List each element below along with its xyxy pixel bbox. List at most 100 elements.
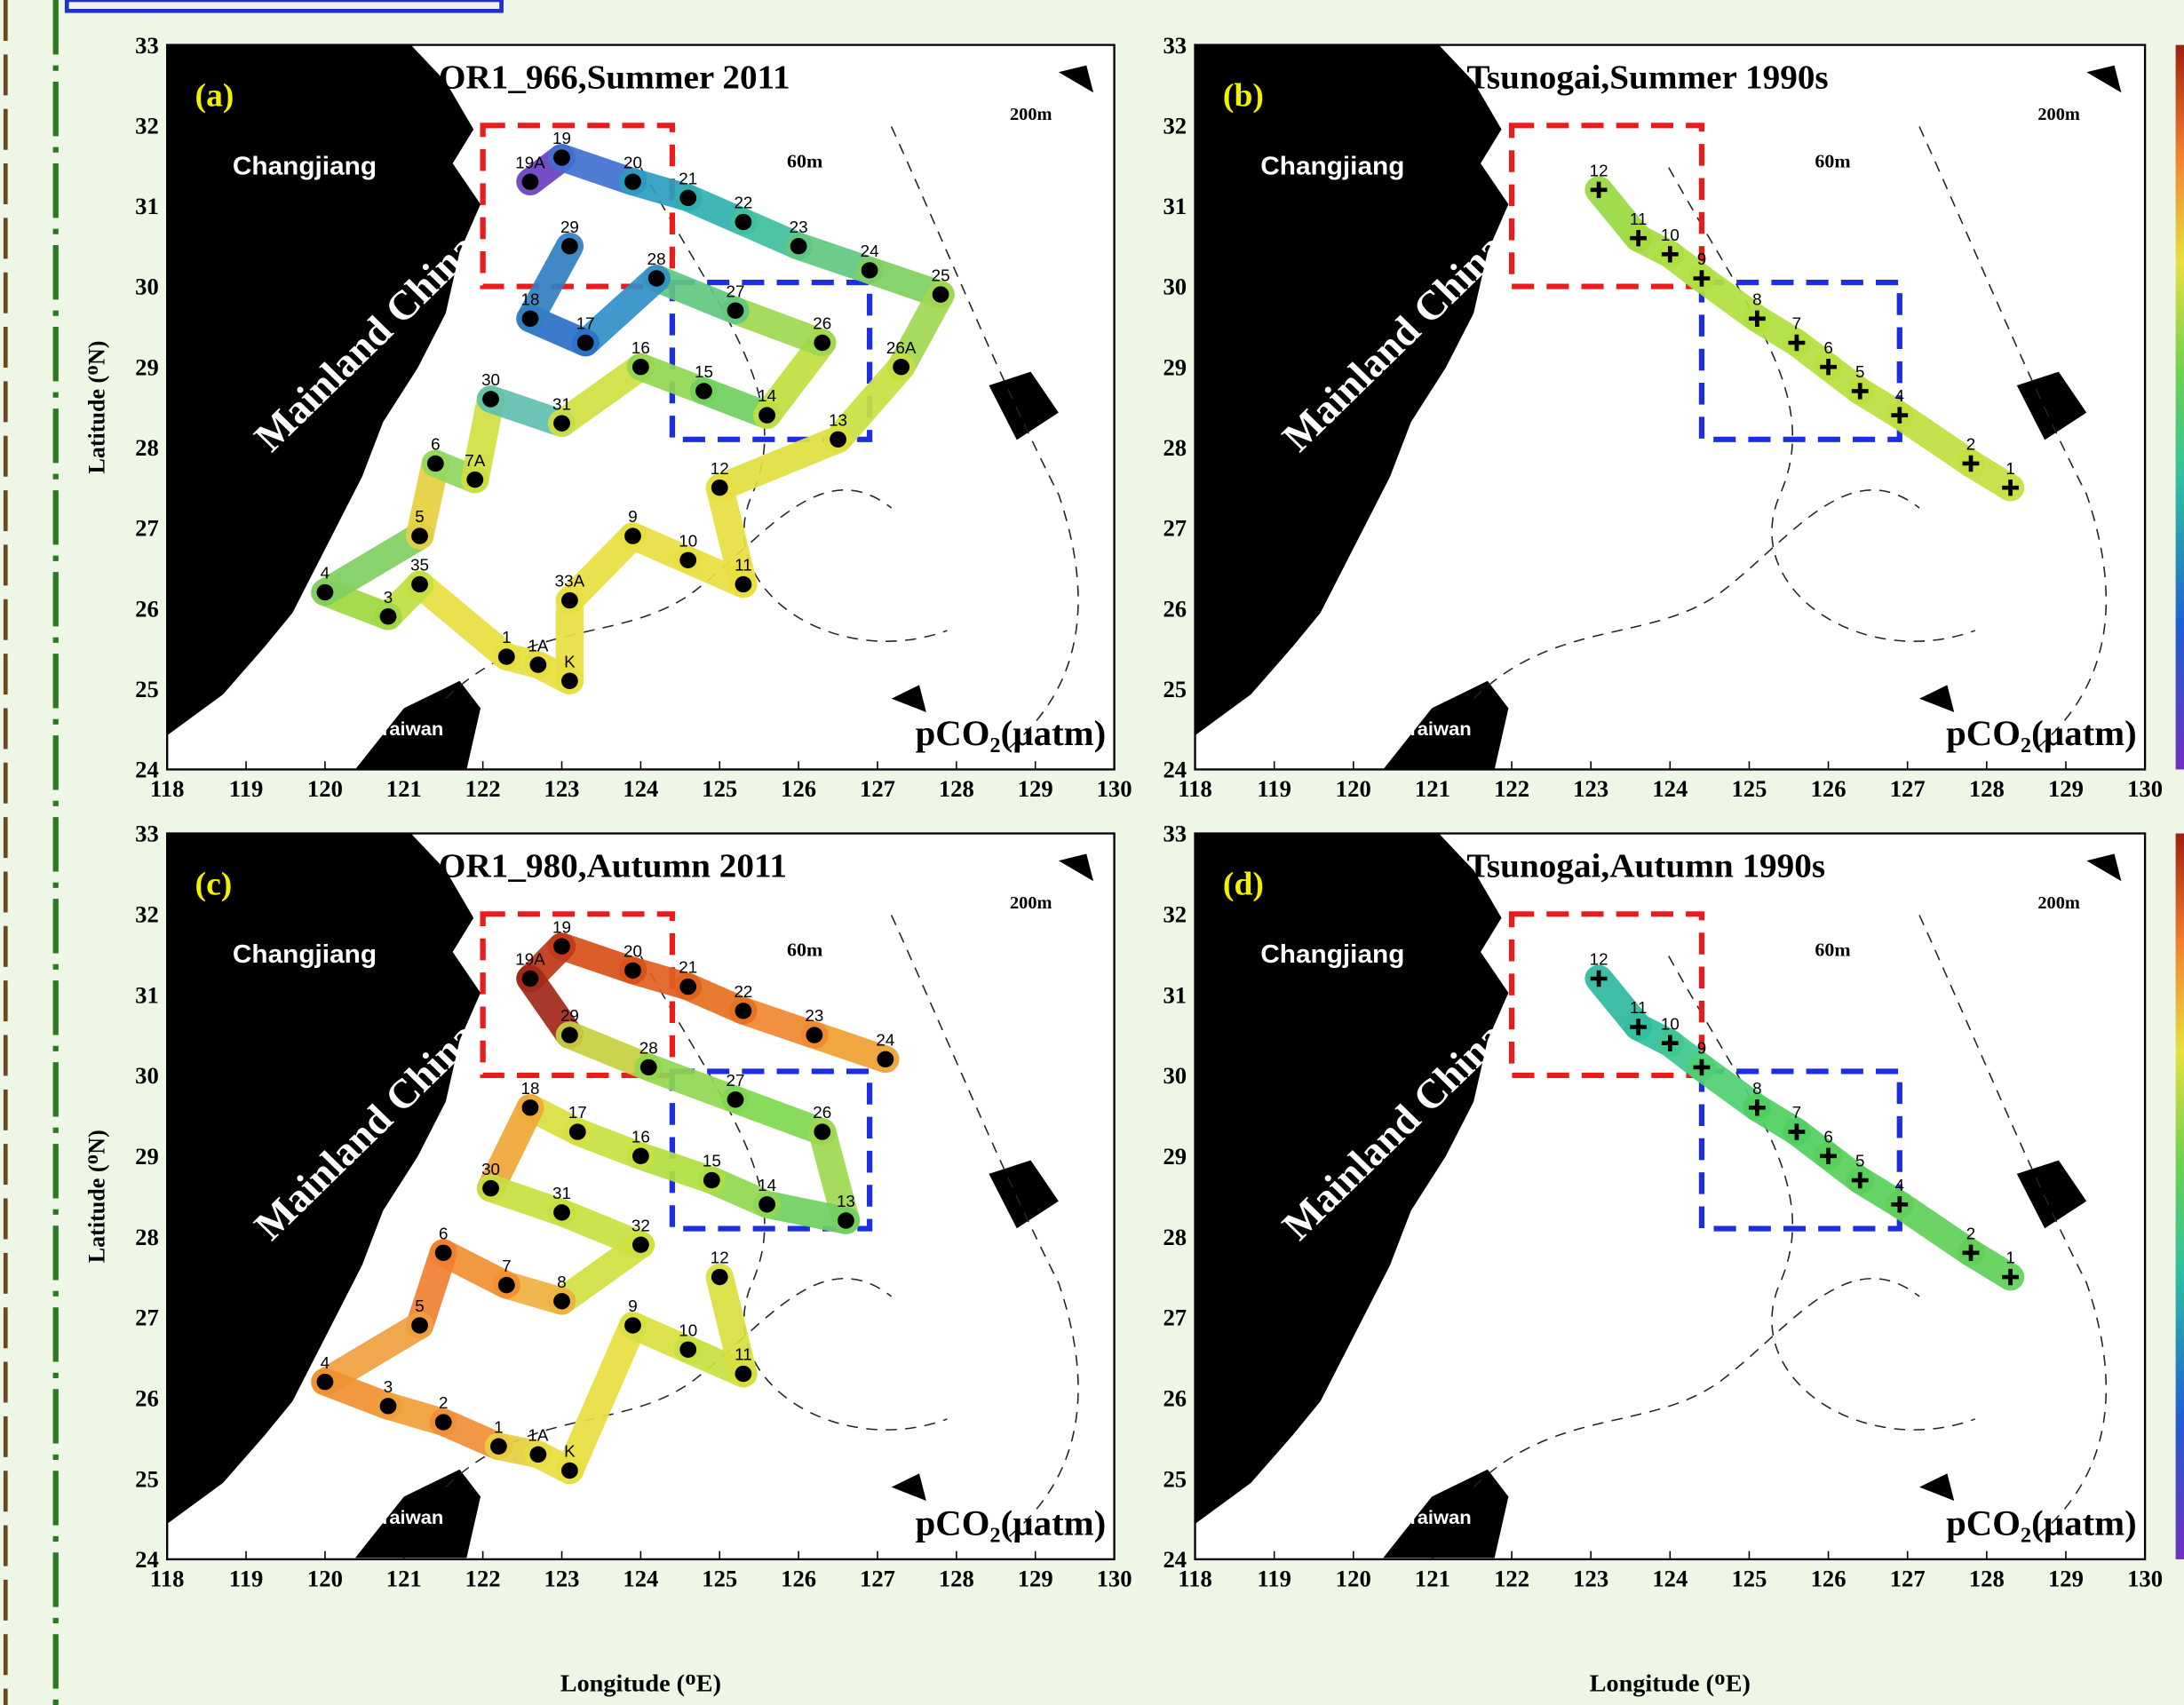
- station-marker: [1590, 970, 1608, 987]
- station-label: 22: [734, 194, 752, 212]
- station-label: 22: [734, 982, 752, 1001]
- track-segment: [1957, 449, 2025, 502]
- station-marker: [1962, 455, 1980, 472]
- y-tick-label: 26: [1163, 1386, 1187, 1412]
- station-label: 30: [481, 1160, 500, 1178]
- station-label: 11: [735, 1345, 752, 1364]
- panel-title: OR1_980,Autumn 2011: [439, 847, 787, 885]
- x-tick-label: 128: [939, 776, 974, 802]
- x-tick-label: 126: [1811, 1566, 1846, 1592]
- track-segment: [555, 522, 647, 615]
- y-tick-label: 24: [135, 757, 159, 783]
- station-label: 16: [631, 1128, 650, 1146]
- track-segment: [823, 353, 916, 454]
- station-marker: [497, 1276, 515, 1294]
- place-label: Changjiang: [233, 940, 377, 970]
- station-label: 27: [727, 282, 745, 301]
- station-marker: [379, 608, 397, 625]
- station-marker: [790, 238, 807, 255]
- station-label: 1A: [528, 636, 549, 654]
- station-label: 19A: [515, 154, 545, 172]
- station-label: 7: [1792, 314, 1801, 333]
- station-marker: [466, 471, 484, 488]
- y-tick-label: 30: [1163, 1063, 1187, 1089]
- y-tick-label: 26: [135, 597, 159, 623]
- station-marker: [703, 1171, 720, 1189]
- station-marker: [497, 648, 515, 665]
- station-label: 18: [521, 1079, 540, 1098]
- station-label: 4: [321, 1353, 330, 1372]
- station-marker: [411, 575, 428, 593]
- station-label: 19: [552, 918, 571, 937]
- station-label: 11: [1630, 210, 1648, 228]
- x-tick-label: 123: [1573, 1566, 1608, 1592]
- station-marker: [711, 479, 728, 496]
- station-marker: [631, 1236, 649, 1253]
- station-marker: [434, 1244, 452, 1261]
- x-tick-label: 119: [229, 1566, 264, 1592]
- y-tick-label: 30: [135, 274, 159, 300]
- station-label: 12: [711, 459, 729, 478]
- place-label: 60m: [1815, 151, 1850, 172]
- station-marker: [521, 173, 539, 190]
- station-label: 19: [552, 129, 571, 147]
- x-tick-label: 124: [1652, 1566, 1688, 1592]
- station-label: 5: [1855, 362, 1864, 381]
- station-marker: [490, 1438, 507, 1455]
- station-marker: [2002, 479, 2019, 496]
- x-tick-label: 121: [1415, 776, 1450, 802]
- x-tick-label: 122: [1494, 1566, 1529, 1592]
- place-label: Taiwan: [1407, 718, 1472, 740]
- station-label: 7: [502, 1257, 511, 1275]
- x-tick-label: 121: [386, 776, 422, 802]
- y-tick-label: 33: [1163, 821, 1187, 847]
- y-tick-label: 31: [1163, 194, 1187, 219]
- x-tick-label: 120: [1336, 1566, 1371, 1592]
- station-marker: [679, 189, 697, 207]
- station-marker: [679, 978, 697, 995]
- x-tick-label: 130: [1097, 776, 1132, 802]
- x-tick-label: 130: [2127, 776, 2163, 802]
- station-marker: [624, 962, 641, 979]
- unit-label: pCO₂(µatm): [916, 713, 1107, 752]
- station-marker: [624, 527, 641, 544]
- station-marker: [411, 1317, 428, 1334]
- station-marker: [639, 1059, 657, 1076]
- station-label: 25: [932, 266, 950, 284]
- station-marker: [893, 359, 910, 376]
- station-label: 21: [679, 958, 697, 977]
- station-label: 35: [410, 556, 429, 575]
- station-label: 12: [1590, 950, 1608, 969]
- station-marker: [1630, 229, 1648, 247]
- y-tick-label: 29: [135, 1144, 159, 1170]
- panel-title: OR1_966,Summer 2011: [439, 59, 790, 97]
- place-label: Changjiang: [1260, 940, 1404, 970]
- station-marker: [1851, 383, 1869, 400]
- station-label: 29: [560, 1006, 579, 1025]
- station-marker: [482, 1179, 499, 1197]
- station-marker: [1590, 181, 1608, 198]
- station-label: 20: [623, 154, 642, 172]
- station-marker: [735, 575, 752, 593]
- station-label: 31: [552, 1184, 571, 1202]
- station-marker: [1891, 1196, 1909, 1213]
- station-marker: [814, 334, 831, 352]
- x-axis-title: Longitude (ᴼE): [560, 1670, 721, 1698]
- station-marker: [758, 407, 775, 424]
- x-tick-label: 126: [781, 1566, 816, 1592]
- x-tick-label: 128: [939, 1566, 974, 1592]
- track-segment: [555, 1021, 663, 1082]
- station-label: 13: [837, 1192, 855, 1210]
- station-label: 27: [727, 1071, 745, 1090]
- x-tick-label: 123: [544, 1566, 580, 1592]
- station-label: 12: [1590, 162, 1608, 180]
- station-label: 9: [1697, 1039, 1706, 1058]
- station-label: 28: [647, 250, 666, 268]
- station-marker: [1661, 1035, 1679, 1051]
- y-tick-label: 25: [1163, 677, 1187, 702]
- y-tick-label: 24: [1163, 757, 1187, 783]
- colorbar: [2175, 44, 2184, 770]
